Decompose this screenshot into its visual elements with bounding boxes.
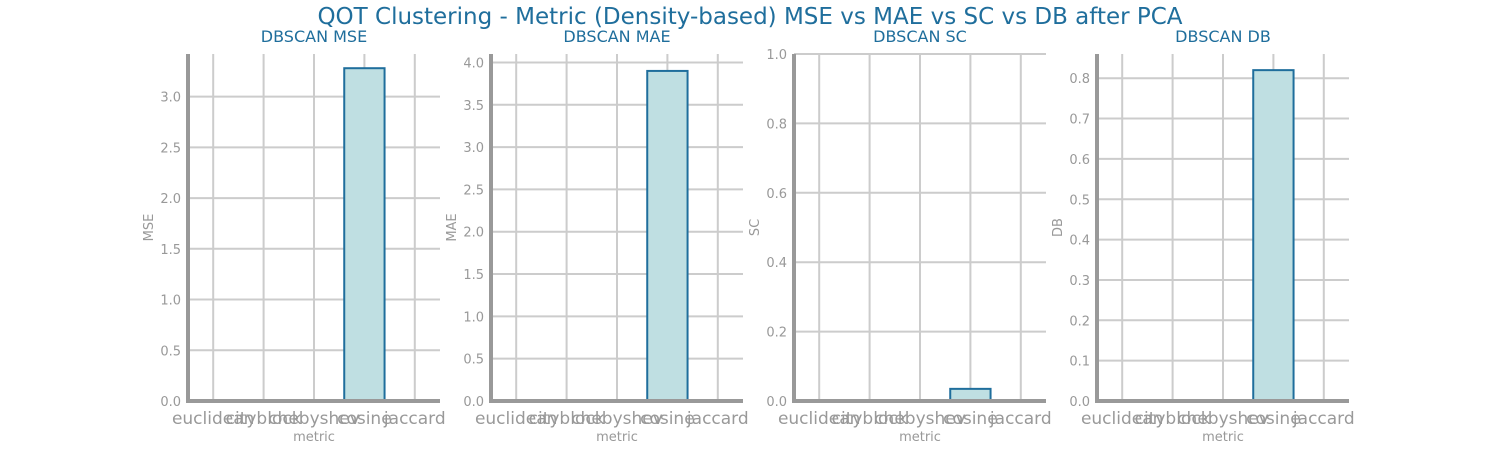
y-axis-label: SC [748,219,763,236]
subplot-title: DBSCAN DB [1175,27,1271,46]
y-tick-label: 0.4 [766,256,787,271]
bar [646,69,689,403]
y-tick-label: 0.0 [1069,395,1090,410]
x-tick-label: cityblock [1135,409,1211,429]
y-tick-label: 3.0 [160,91,181,106]
x-tick-label: cosine [1246,409,1301,429]
y-tick-label: 0.4 [1069,234,1090,249]
chart-panel-2: euclideancityblockchebyshevcosinejaccard… [445,27,749,445]
chart-panel-3: euclideancityblockchebyshevcosinejaccard… [748,27,1052,445]
x-axis-label: metric [1202,430,1244,445]
y-tick-label: 0.3 [1069,274,1090,289]
x-tick-label: chebyshev [571,409,663,429]
y-tick-label: 1.5 [160,243,181,258]
x-tick-label: cityblock [832,409,908,429]
x-tick-label: jaccard [1292,409,1355,429]
bar [343,67,386,402]
x-tick-label: euclidean [1081,409,1163,429]
x-axis-label: metric [596,430,638,445]
y-tick-label: 0.8 [1069,72,1090,87]
y-tick-label: 0.6 [1069,153,1090,168]
bar [1252,69,1295,403]
y-tick-label: 0.0 [160,395,181,410]
subplot-title: DBSCAN MAE [563,27,670,46]
y-tick-label: 0.2 [1069,314,1090,329]
x-tick-label: jaccard [686,409,749,429]
y-tick-label: 3.5 [463,99,484,114]
y-tick-label: 0.0 [766,395,787,410]
y-tick-label: 4.0 [463,56,484,71]
y-tick-label: 1.5 [463,268,484,283]
y-tick-label: 1.0 [463,310,484,325]
y-axis-label: DB [1051,218,1066,237]
y-tick-label: 3.0 [463,141,484,156]
y-tick-label: 0.5 [160,344,181,359]
x-tick-label: jaccard [383,409,446,429]
y-axis-label: MSE [142,214,157,242]
y-tick-label: 0.5 [1069,193,1090,208]
x-tick-label: cosine [640,409,695,429]
figure-title: QOT Clustering - Metric (Density-based) … [317,4,1183,30]
y-tick-label: 0.2 [766,326,787,341]
x-tick-label: euclidean [475,409,557,429]
y-tick-label: 2.0 [463,226,484,241]
y-tick-label: 0.8 [766,117,787,132]
y-tick-label: 0.1 [1069,355,1090,370]
subplot-title: DBSCAN SC [873,27,967,46]
y-tick-label: 0.6 [766,187,787,202]
x-tick-label: chebyshev [1177,409,1269,429]
x-tick-label: cosine [337,409,392,429]
subplot-title: DBSCAN MSE [261,27,367,46]
x-tick-label: jaccard [989,409,1052,429]
y-tick-label: 1.0 [766,48,787,63]
x-tick-label: chebyshev [268,409,360,429]
y-tick-label: 0.7 [1069,113,1090,128]
x-axis-label: metric [293,430,335,445]
y-tick-label: 1.0 [160,294,181,309]
x-tick-label: euclidean [172,409,254,429]
x-tick-label: chebyshev [874,409,966,429]
x-tick-label: euclidean [778,409,860,429]
y-tick-label: 2.5 [160,141,181,156]
x-tick-label: cityblock [529,409,605,429]
x-axis-label: metric [899,430,941,445]
chart-panel-1: euclideancityblockchebyshevcosinejaccard… [142,27,446,445]
y-tick-label: 2.5 [463,183,484,198]
chart-panel-4: euclideancityblockchebyshevcosinejaccard… [1051,27,1355,445]
y-tick-label: 2.0 [160,192,181,207]
x-tick-label: cosine [943,409,998,429]
x-tick-label: cityblock [226,409,302,429]
y-axis-label: MAE [445,213,460,241]
y-tick-label: 0.5 [463,353,484,368]
y-tick-label: 0.0 [463,395,484,410]
